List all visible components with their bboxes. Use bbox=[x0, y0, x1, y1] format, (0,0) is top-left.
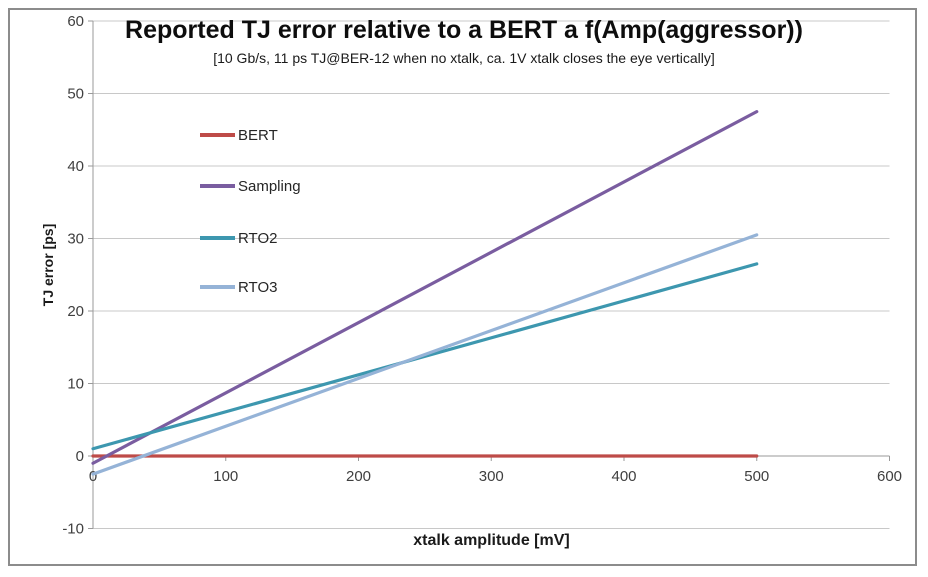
x-tick-label: 200 bbox=[346, 468, 371, 485]
y-tick-label: 60 bbox=[67, 13, 84, 30]
y-tick-label: 30 bbox=[67, 231, 84, 248]
x-tick-label: 500 bbox=[744, 468, 769, 485]
y-tick-label: 40 bbox=[67, 158, 84, 175]
x-tick-label: 0 bbox=[89, 468, 97, 485]
y-tick-label: -10 bbox=[62, 521, 84, 538]
legend-label: BERT bbox=[238, 126, 278, 144]
x-tick-label: 100 bbox=[213, 468, 238, 485]
legend-label: RTO3 bbox=[238, 278, 278, 296]
legend-item-rto3: RTO3 bbox=[200, 277, 277, 297]
legend-item-sampling: Sampling bbox=[200, 176, 301, 196]
series-line-rto3 bbox=[91, 233, 759, 476]
legend-line-swatch bbox=[200, 184, 235, 188]
legend-label: Sampling bbox=[238, 177, 301, 195]
y-tick-label: 20 bbox=[67, 303, 84, 320]
chart-title: Reported TJ error relative to a BERT a f… bbox=[125, 16, 803, 44]
series-line-rto2 bbox=[91, 262, 759, 451]
legend-line-swatch bbox=[200, 285, 235, 289]
y-tick-label: 0 bbox=[76, 448, 84, 465]
x-axis-title: xtalk amplitude [mV] bbox=[413, 532, 570, 549]
x-tick-label: 300 bbox=[479, 468, 504, 485]
series-line-sampling bbox=[91, 110, 759, 465]
x-tick-label: 400 bbox=[611, 468, 636, 485]
legend-line-swatch bbox=[200, 236, 235, 240]
y-tick-label: 10 bbox=[67, 376, 84, 393]
legend-label: RTO2 bbox=[238, 229, 278, 247]
legend-line-swatch bbox=[200, 133, 235, 137]
y-axis-title: TJ error [ps] bbox=[40, 223, 56, 307]
legend-item-rto2: RTO2 bbox=[200, 228, 277, 248]
chart-subtitle: [10 Gb/s, 11 ps TJ@BER-12 when no xtalk,… bbox=[213, 50, 715, 66]
x-tick-label: 600 bbox=[877, 468, 902, 485]
y-tick-label: 50 bbox=[67, 86, 84, 103]
chart-outer-frame bbox=[8, 8, 917, 566]
legend-item-bert: BERT bbox=[200, 125, 278, 145]
